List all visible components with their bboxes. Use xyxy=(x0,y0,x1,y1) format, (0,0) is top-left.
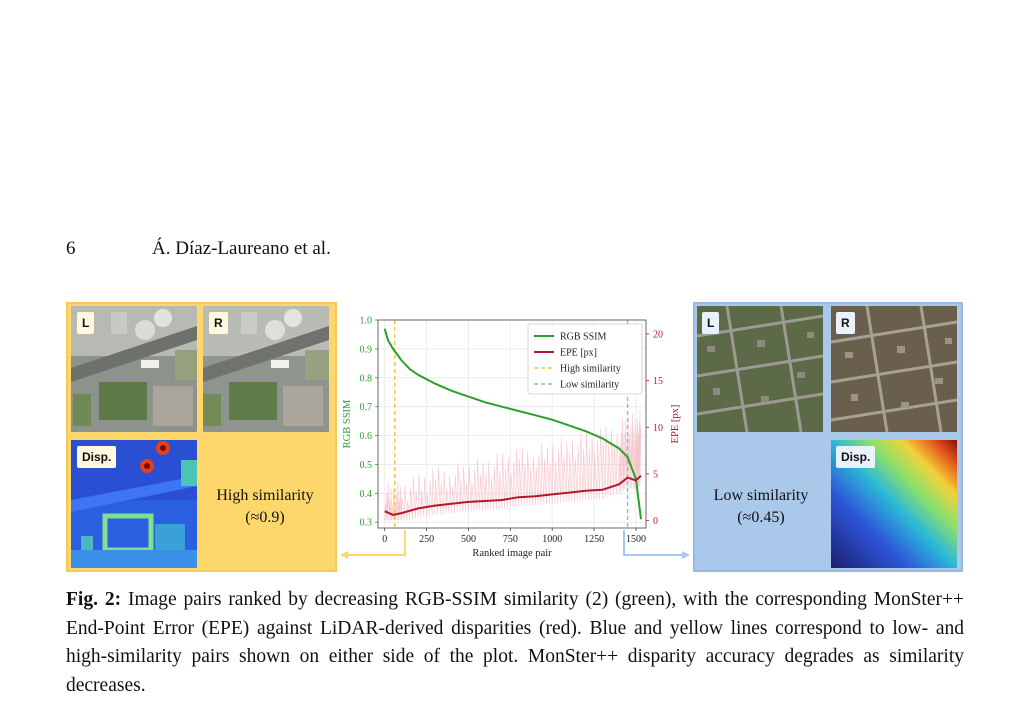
caption-text: Image pairs ranked by decreasing RGB-SSI… xyxy=(66,589,964,696)
y-left-tick-label: 1.0 xyxy=(360,316,373,327)
epe-raw-noise xyxy=(384,410,642,521)
disparity-tag-low: Disp. xyxy=(836,446,876,468)
legend-label: Low similarity xyxy=(560,380,619,391)
low-similarity-label: Low similarity (≈0.45) xyxy=(695,485,827,529)
legend-label: EPE [px] xyxy=(560,348,597,359)
low-similarity-text: Low similarity xyxy=(713,487,809,504)
y-left-tick-label: 0.9 xyxy=(360,344,373,355)
chart-svg: 0 250 500 750 1000 1250 1500 0.3 0.4 0.5 0.6 0.7 0.8… xyxy=(340,316,690,559)
author-line: Á. Díaz-Laureano et al. xyxy=(152,238,331,259)
y-right-tick-label: 0 xyxy=(653,516,658,527)
high-similarity-panel: L R xyxy=(66,302,337,572)
x-tick-label: 1000 xyxy=(542,534,562,545)
figure-caption: Fig. 2: Image pairs ranked by decreasing… xyxy=(66,586,964,700)
caption-label: Fig. 2: xyxy=(66,589,122,610)
x-tick-label: 250 xyxy=(419,534,434,545)
low-similarity-panel: L R Low similarity (≈0.45) xyxy=(693,302,963,572)
disparity-tag: Disp. xyxy=(77,446,117,468)
low-similarity-value: (≈0.45) xyxy=(737,509,785,526)
ssim-series-line xyxy=(383,328,642,520)
y-left-tick-label: 0.5 xyxy=(360,460,373,471)
y-right-tick-label: 15 xyxy=(653,376,663,387)
x-tick-label: 750 xyxy=(503,534,518,545)
x-tick-label: 0 xyxy=(382,534,387,545)
y-left-tick-label: 0.6 xyxy=(360,431,373,442)
x-tick-label: 500 xyxy=(461,534,476,545)
x-tick-label: 1500 xyxy=(626,534,646,545)
y-right-axis-label: EPE [px] xyxy=(670,405,681,444)
legend-box xyxy=(527,323,643,395)
ssim-epe-chart: 0 250 500 750 1000 1250 1500 0.3 0.4 0.5 0.6 0.7 0.8… xyxy=(338,302,692,572)
low-similarity-arrowhead xyxy=(682,551,690,559)
right-image-industrial xyxy=(203,306,329,432)
left-image-tag: L xyxy=(77,312,95,334)
right-image-tag-low: R xyxy=(836,312,855,334)
legend-label: RGB SSIM xyxy=(560,332,607,343)
x-axis-label: Ranked image pair xyxy=(472,548,552,559)
epe-series-line xyxy=(384,475,642,516)
y-right-tick-label: 20 xyxy=(653,329,663,340)
y-right-tick-label: 10 xyxy=(653,423,663,434)
y-left-tick-label: 0.7 xyxy=(360,402,373,413)
high-similarity-arrowhead xyxy=(340,551,348,559)
page-number: 6 xyxy=(66,238,76,259)
figure-2: L R xyxy=(66,302,964,572)
y-left-axis-label: RGB SSIM xyxy=(342,399,353,448)
plot-frame xyxy=(377,319,647,529)
left-image-tag-low: L xyxy=(702,312,720,334)
high-similarity-label: High similarity (≈0.9) xyxy=(201,485,329,529)
high-similarity-arrow xyxy=(346,530,406,556)
right-image-residential xyxy=(831,306,957,432)
y-left-tick-label: 0.3 xyxy=(360,518,373,529)
legend-label: High similarity xyxy=(560,364,621,375)
high-similarity-text: High similarity xyxy=(216,487,314,504)
x-tick-label: 1250 xyxy=(584,534,604,545)
right-image-tag: R xyxy=(209,312,228,334)
y-left-tick-label: 0.4 xyxy=(360,489,373,500)
y-right-tick-label: 5 xyxy=(653,469,658,480)
low-similarity-arrow xyxy=(623,530,684,556)
y-left-tick-label: 0.8 xyxy=(360,373,373,384)
high-similarity-value: (≈0.9) xyxy=(245,509,285,526)
